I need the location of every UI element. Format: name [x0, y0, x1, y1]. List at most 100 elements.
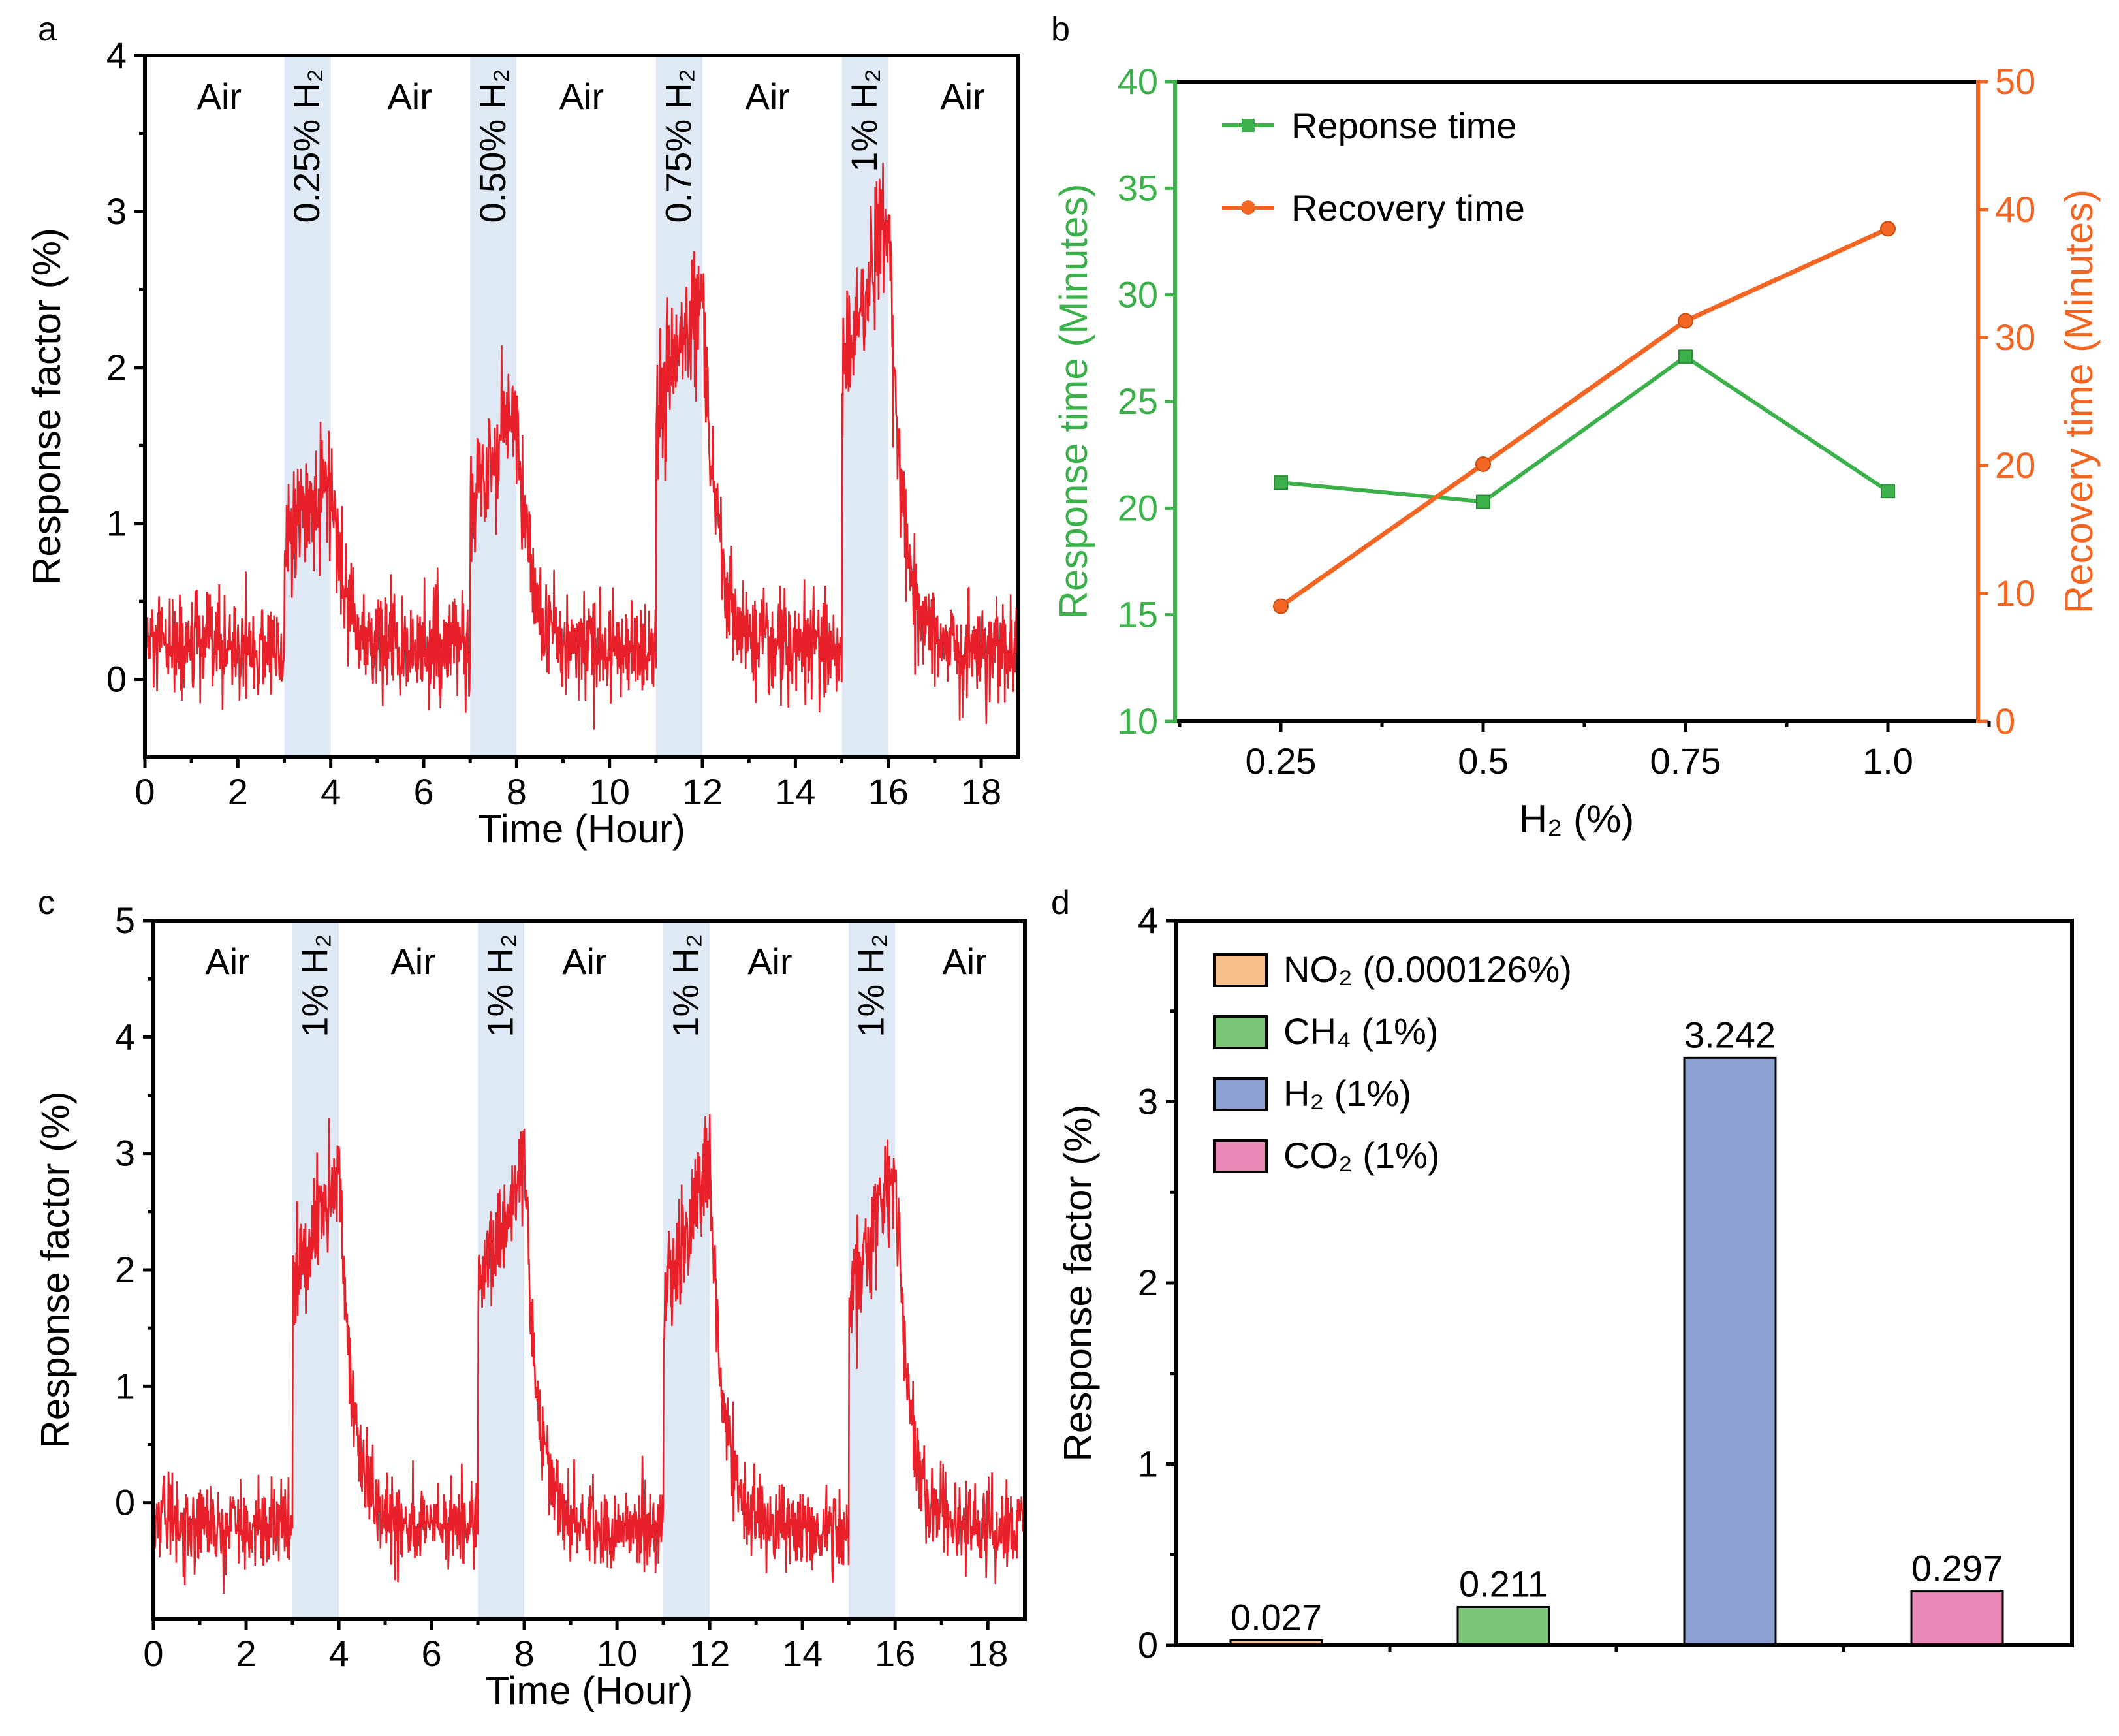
- c-x-tick-label-2: 4: [328, 1633, 349, 1674]
- c-air-label-3: Air: [747, 941, 792, 982]
- b-x-tick-label-2: 0.75: [1650, 740, 1721, 781]
- c-h2-label-2: 1% H₂: [665, 934, 706, 1037]
- a-x-tick-label-5: 10: [589, 771, 630, 812]
- a-h2-band-0: [284, 55, 331, 757]
- d-legend-swatch-2: [1213, 1077, 1268, 1111]
- c-y-tick-label-5: 5: [115, 900, 135, 941]
- b-recovery-point-3: [1880, 221, 1896, 237]
- c-x-tick-label-4: 8: [514, 1633, 535, 1674]
- a-x-tick-label-0: 0: [134, 771, 155, 812]
- a-x-tick-label-1: 2: [228, 771, 248, 812]
- panel-letter-d: d: [1051, 884, 1070, 922]
- d-legend-label-0: NO₂ (0.000126%): [1283, 949, 1572, 990]
- c-x-tick-label-8: 16: [875, 1633, 915, 1674]
- a-x-tick-label-4: 8: [507, 771, 527, 812]
- panel-b: 10 15 20 25 30 35 40 0 10 20 30 40 50 0.25 0.5 0.75 1.0 R…: [1052, 61, 2101, 841]
- d-y-tick-label-0: 0: [1138, 1624, 1158, 1665]
- b-right-tick-label-0: 0: [1995, 701, 2015, 742]
- d-legend-label-2: H₂ (1%): [1283, 1073, 1411, 1114]
- b-response-point-2: [1678, 349, 1693, 364]
- c-air-label-1: Air: [390, 941, 435, 982]
- b-right-tick-label-2: 20: [1995, 445, 2035, 486]
- a-x-tick-label-7: 14: [775, 771, 815, 812]
- a-air-label-0: Air: [197, 76, 242, 117]
- b-response-point-1: [1476, 494, 1490, 509]
- b-response-point-3: [1881, 484, 1895, 499]
- c-y-tick-label-1: 1: [115, 1365, 135, 1406]
- a-air-label-1: Air: [387, 76, 432, 117]
- panel-a: 0.25% H₂ 0.50% H₂ 0.75% H₂ 1% H₂ Air Air Air Ai…: [25, 35, 1020, 851]
- a-h2-band-3: [841, 55, 888, 757]
- c-x-tick-label-5: 10: [597, 1633, 637, 1674]
- d-legend-swatch-0: [1213, 953, 1268, 987]
- d-legend-label-3: CO₂ (1%): [1283, 1135, 1440, 1176]
- a-x-axis-label: Time (Hour): [478, 807, 685, 851]
- d-bar-1: [1456, 1605, 1550, 1647]
- c-y-tick-label-4: 4: [115, 1016, 135, 1057]
- b-left-tick-label-0: 10: [1118, 701, 1158, 742]
- a-plot-frame: [143, 54, 1020, 759]
- panel-letter-a: a: [38, 10, 57, 48]
- b-x-axis-label: H₂ (%): [1519, 797, 1635, 841]
- b-recovery-point-0: [1273, 598, 1289, 614]
- d-bar-3: [1910, 1590, 2004, 1647]
- b-response-time-line: [1280, 354, 1889, 504]
- c-air-label-0: Air: [205, 941, 249, 982]
- a-h2-label-0: 0.25% H₂: [286, 69, 327, 223]
- a-h2-label-2: 0.75% H₂: [657, 69, 698, 223]
- b-right-axis-label: Recovery time (Minutes): [2057, 189, 2101, 614]
- panel-letter-c: c: [38, 884, 55, 922]
- b-recovery-point-1: [1475, 456, 1491, 473]
- a-y-tick-label-1: 1: [106, 503, 127, 544]
- c-y-tick-label-0: 0: [115, 1482, 135, 1523]
- b-legend-response-label: Reponse time: [1291, 105, 1517, 146]
- b-left-tick-label-5: 35: [1118, 167, 1158, 208]
- a-y-tick-label-0: 0: [106, 659, 127, 700]
- panel-c: 1% H₂ 1% H₂ 1% H₂ 1% H₂ Air Air Air Air Air 0 2 4 6 8…: [33, 900, 1027, 1712]
- b-right-tick-label-3: 30: [1995, 317, 2035, 358]
- a-y-tick-label-2: 2: [106, 347, 127, 388]
- c-x-tick-label-6: 12: [689, 1633, 730, 1674]
- b-right-tick-label-4: 40: [1995, 189, 2035, 230]
- b-x-tick-label-1: 0.5: [1458, 740, 1509, 781]
- c-x-tick-label-9: 18: [967, 1633, 1008, 1674]
- c-response-trace: [153, 1114, 1025, 1594]
- a-y-tick-label-3: 3: [106, 191, 127, 232]
- b-left-tick-label-1: 15: [1118, 594, 1158, 635]
- d-bar-value-label-3: 0.297: [1911, 1548, 2003, 1589]
- c-x-tick-label-3: 6: [421, 1633, 441, 1674]
- a-x-tick-label-3: 6: [413, 771, 433, 812]
- b-legend-response-marker: [1242, 119, 1255, 132]
- b-recovery-time-line: [1279, 227, 1889, 608]
- b-response-point-0: [1274, 475, 1288, 490]
- d-bar-value-label-0: 0.027: [1231, 1597, 1322, 1638]
- c-air-label-4: Air: [942, 941, 986, 982]
- a-air-label-2: Air: [559, 76, 604, 117]
- b-right-tick-label-5: 50: [1995, 61, 2035, 102]
- a-x-tick-label-6: 12: [682, 771, 723, 812]
- c-y-tick-label-2: 2: [115, 1249, 135, 1290]
- c-h2-label-1: 1% H₂: [480, 934, 521, 1037]
- b-legend-recovery-marker: [1241, 200, 1255, 215]
- a-y-axis-label: Response factor (%): [25, 228, 69, 585]
- c-h2-label-0: 1% H₂: [294, 934, 336, 1037]
- a-air-label-3: Air: [745, 76, 789, 117]
- a-x-tick-label-2: 4: [321, 771, 341, 812]
- d-y-tick-label-3: 3: [1138, 1081, 1158, 1122]
- d-bar-2: [1683, 1056, 1777, 1647]
- b-x-tick-label-0: 0.25: [1246, 740, 1317, 781]
- d-bar-value-label-1: 0.211: [1459, 1563, 1548, 1604]
- b-legend-recovery-label: Recovery time: [1291, 187, 1525, 229]
- c-y-tick-label-3: 3: [115, 1133, 135, 1174]
- d-y-axis-label: Response factor (%): [1056, 1105, 1100, 1462]
- c-x-tick-label-1: 2: [236, 1633, 256, 1674]
- d-legend-swatch-3: [1213, 1139, 1268, 1173]
- panel-d: 0.027 0.211 3.242 0.297 0 1 2 3 4 NO₂ (0.000126%)…: [1056, 900, 2074, 1665]
- b-left-tick-label-2: 20: [1118, 487, 1158, 528]
- d-y-tick-label-1: 1: [1138, 1444, 1158, 1485]
- b-left-tick-label-4: 30: [1118, 274, 1158, 315]
- d-y-tick-label-4: 4: [1138, 900, 1158, 941]
- c-y-axis-label: Response factor (%): [33, 1092, 77, 1449]
- d-y-tick-label-2: 2: [1138, 1262, 1158, 1303]
